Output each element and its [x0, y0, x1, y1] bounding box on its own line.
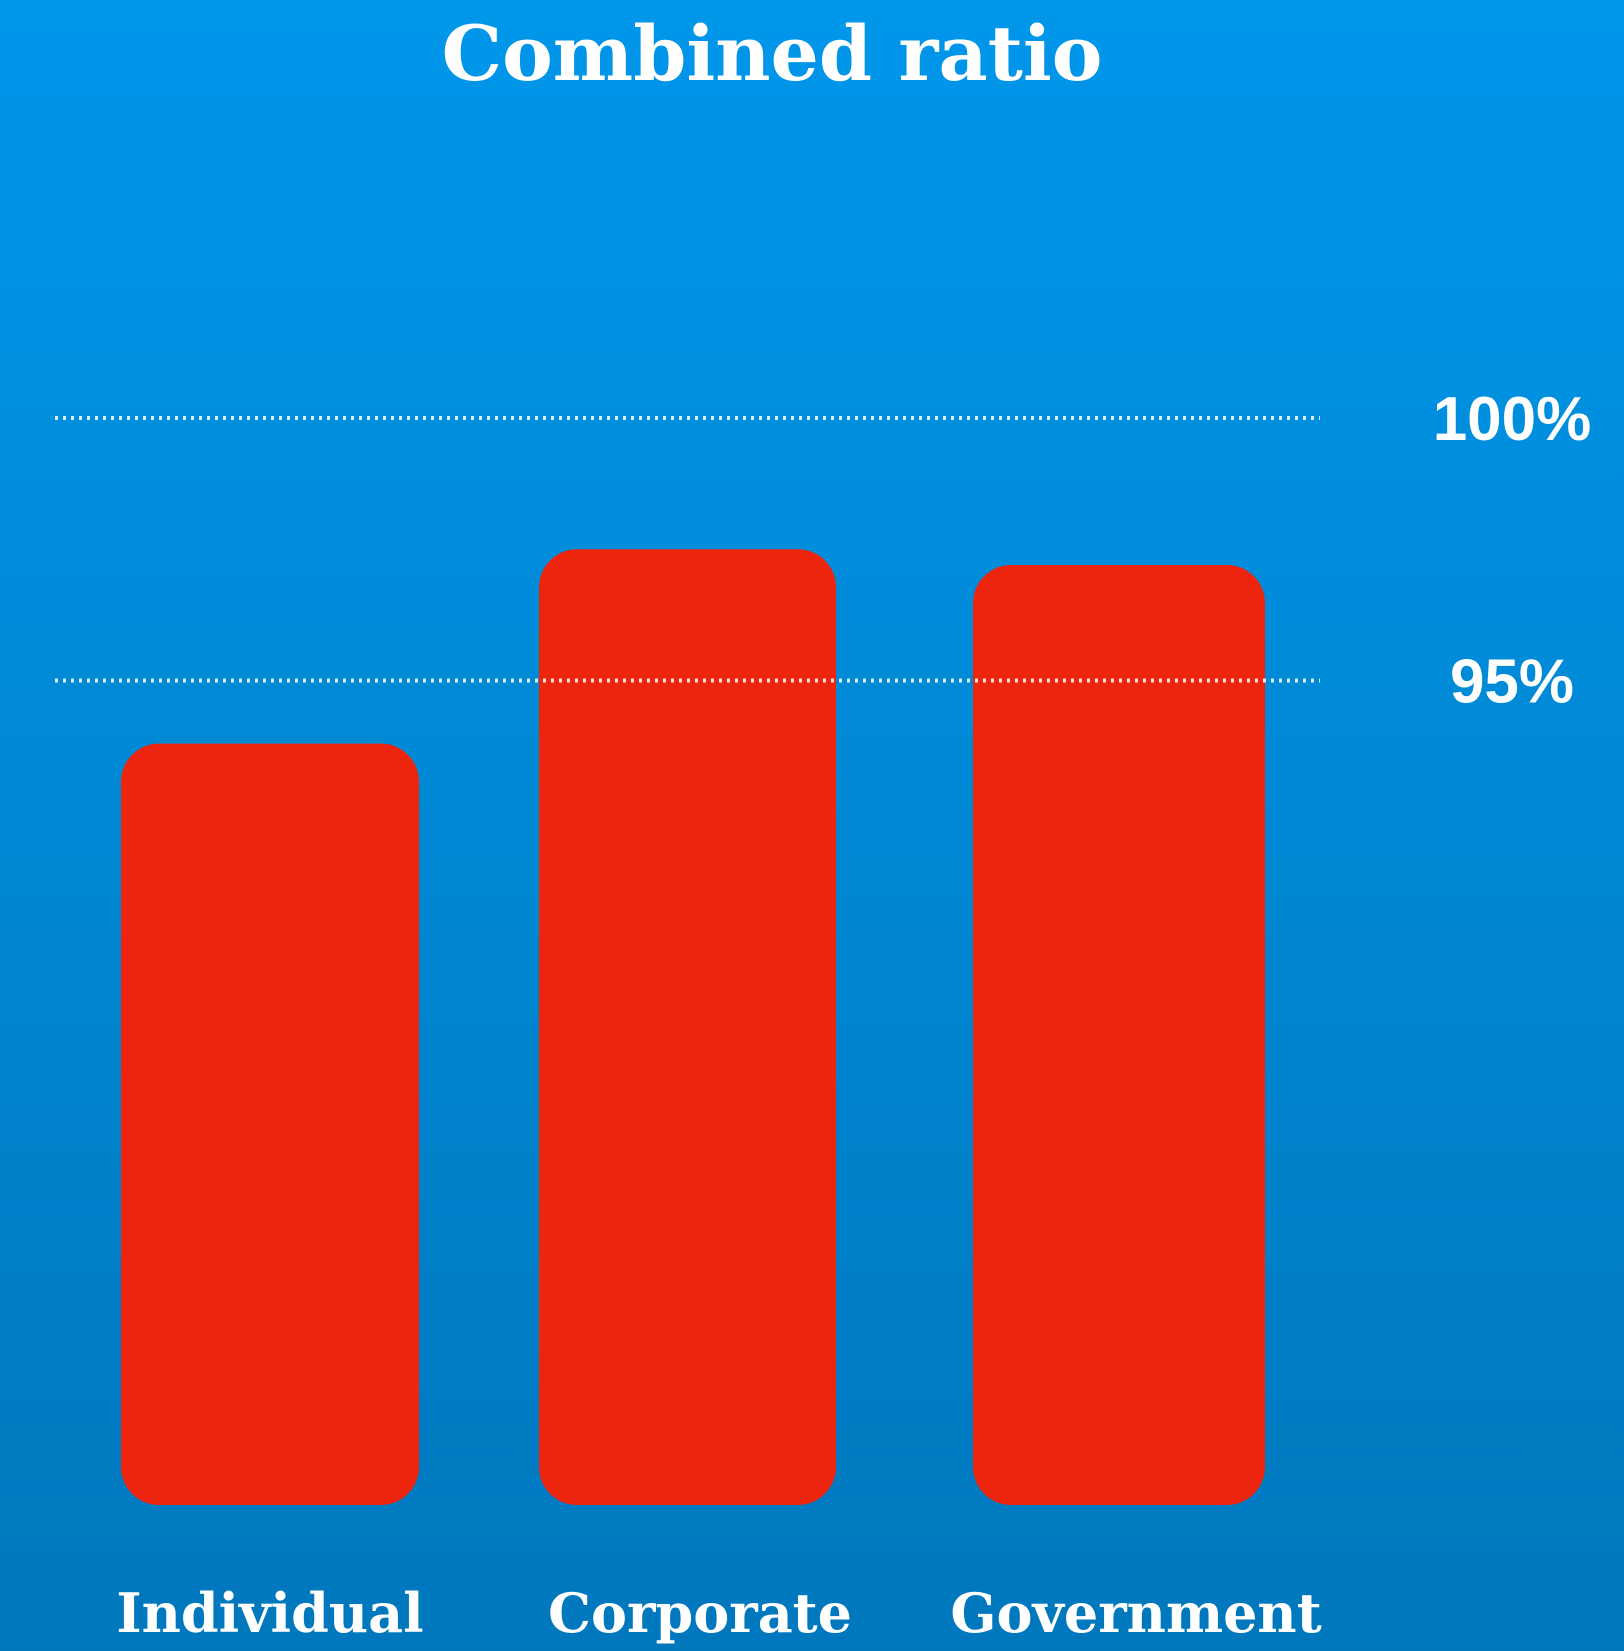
reference-label-95: 95% — [1450, 648, 1574, 717]
category-label-government: Government — [950, 1581, 1321, 1645]
bars-group — [121, 549, 1265, 1505]
bar-government — [973, 565, 1265, 1505]
category-labels-group: Individual Corporate Government — [116, 1581, 1321, 1645]
reference-lines-group: 100% 95% — [55, 385, 1591, 717]
chart-title: Combined ratio — [442, 9, 1103, 98]
bar-individual — [121, 743, 419, 1505]
bar-corporate — [539, 549, 836, 1505]
category-label-corporate: Corporate — [548, 1581, 852, 1645]
category-label-individual: Individual — [116, 1581, 423, 1645]
reference-label-100: 100% — [1433, 385, 1592, 454]
